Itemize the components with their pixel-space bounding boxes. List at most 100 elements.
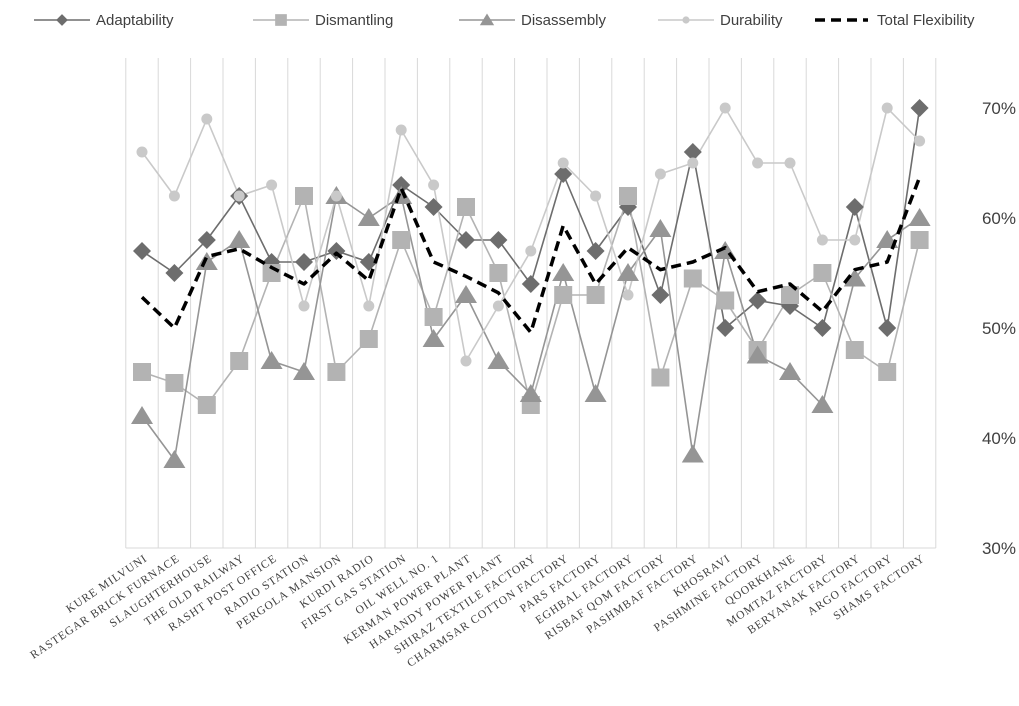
data-point-dismantling xyxy=(392,231,411,249)
series-line-total-flexibility xyxy=(140,176,922,335)
data-point-durability xyxy=(590,190,602,202)
data-point-durability xyxy=(654,168,666,180)
data-point-disassembly xyxy=(487,351,510,369)
data-point-dismantling xyxy=(359,330,378,348)
legend-item-durability: Durability xyxy=(658,12,783,29)
legend-swatch-marker xyxy=(682,16,690,24)
data-point-durability xyxy=(136,146,148,158)
data-point-adaptability xyxy=(165,264,184,282)
data-point-dismantling xyxy=(165,374,184,392)
legend-item-dismantling: Dismantling xyxy=(253,12,393,29)
legend-item-adaptability: Adaptability xyxy=(34,12,174,29)
legend-label: Dismantling xyxy=(315,12,393,29)
legend-item-disassembly: Disassembly xyxy=(459,12,607,29)
data-point-disassembly xyxy=(811,395,834,413)
legend-label: Adaptability xyxy=(96,12,174,29)
legend-swatch-marker xyxy=(275,14,287,26)
legend-swatch-marker xyxy=(479,13,495,26)
y-tick-label: 40% xyxy=(982,429,1016,448)
data-point-dismantling xyxy=(489,264,508,282)
data-point-dismantling xyxy=(327,363,346,381)
data-point-dismantling xyxy=(295,187,313,205)
data-point-durability xyxy=(168,190,180,202)
data-point-durability xyxy=(330,190,342,202)
data-point-durability xyxy=(914,135,926,147)
y-tick-label: 30% xyxy=(982,539,1016,558)
data-point-adaptability xyxy=(295,253,313,271)
series-markers xyxy=(131,99,931,468)
legend-label: Durability xyxy=(720,12,783,29)
data-point-adaptability xyxy=(910,99,929,117)
data-point-disassembly xyxy=(746,345,769,364)
data-point-durability xyxy=(622,289,634,301)
legend-item-total-flexibility: Total Flexibility xyxy=(815,12,975,29)
data-point-adaptability xyxy=(489,231,508,249)
data-point-disassembly xyxy=(779,362,801,380)
data-point-adaptability xyxy=(521,275,540,293)
data-point-durability xyxy=(719,102,731,114)
data-point-durability xyxy=(428,179,440,191)
data-point-durability xyxy=(460,355,472,367)
data-point-durability xyxy=(233,190,245,202)
data-point-adaptability xyxy=(457,231,475,249)
legend-swatch-marker xyxy=(56,14,68,26)
data-point-disassembly xyxy=(422,329,445,347)
data-point-adaptability xyxy=(748,291,767,310)
chart-legend: Adaptability Dismantling Disassembly Durabi… xyxy=(34,12,975,29)
data-point-durability xyxy=(752,157,764,169)
data-point-dismantling xyxy=(813,264,832,282)
data-point-dismantling xyxy=(457,198,475,216)
data-point-durability xyxy=(492,300,504,312)
data-point-dismantling xyxy=(133,363,151,381)
data-point-dismantling xyxy=(878,363,897,381)
data-point-adaptability xyxy=(845,198,864,216)
data-point-disassembly xyxy=(649,219,672,237)
data-point-adaptability xyxy=(554,165,573,183)
data-point-disassembly xyxy=(681,444,704,463)
data-point-dismantling xyxy=(683,269,702,288)
data-point-adaptability xyxy=(327,242,346,260)
legend-label: Disassembly xyxy=(521,12,607,29)
data-point-dismantling xyxy=(651,368,670,387)
data-point-disassembly xyxy=(293,362,315,380)
data-point-dismantling xyxy=(910,231,929,249)
data-point-dismantling xyxy=(554,286,573,304)
data-point-dismantling xyxy=(424,308,443,326)
data-point-dismantling xyxy=(845,341,864,359)
y-tick-label: 50% xyxy=(982,319,1016,338)
data-point-adaptability xyxy=(716,319,735,337)
data-point-durability xyxy=(881,102,893,114)
data-point-disassembly xyxy=(131,406,153,424)
data-point-adaptability xyxy=(651,286,670,304)
data-point-disassembly xyxy=(908,208,931,226)
data-point-durability xyxy=(201,113,213,125)
data-point-disassembly xyxy=(455,285,477,303)
data-point-disassembly xyxy=(843,268,866,287)
data-point-durability xyxy=(363,300,375,312)
data-point-dismantling xyxy=(586,286,605,304)
data-point-dismantling xyxy=(716,291,735,310)
series-line-dismantling xyxy=(141,195,921,406)
data-point-disassembly xyxy=(357,208,380,226)
data-point-durability xyxy=(687,157,699,169)
data-point-disassembly xyxy=(163,450,186,468)
data-point-adaptability xyxy=(424,198,443,216)
data-point-adaptability xyxy=(392,176,411,194)
data-point-adaptability xyxy=(813,319,832,337)
data-point-disassembly xyxy=(519,384,542,402)
data-point-adaptability xyxy=(683,143,702,161)
data-point-durability xyxy=(557,157,569,169)
data-point-dismantling xyxy=(230,352,249,370)
data-point-adaptability xyxy=(359,253,378,271)
y-tick-label: 70% xyxy=(982,99,1016,118)
data-point-adaptability xyxy=(197,231,216,249)
data-point-disassembly xyxy=(552,263,575,281)
data-point-dismantling xyxy=(781,286,799,304)
data-point-adaptability xyxy=(586,242,605,260)
data-point-durability xyxy=(816,234,828,246)
data-point-disassembly xyxy=(617,263,639,281)
data-point-durability xyxy=(784,157,796,169)
data-point-dismantling xyxy=(197,396,216,414)
